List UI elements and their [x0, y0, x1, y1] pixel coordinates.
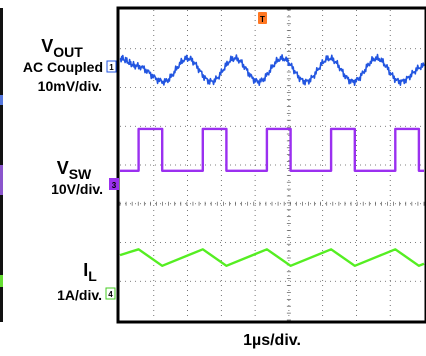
vout-trace [119, 53, 425, 86]
plot-frame [116, 6, 426, 324]
vout-scale-label: 10mV/div. [38, 78, 102, 94]
ch3-marker [109, 178, 119, 190]
svg-text:VSW: VSW [57, 158, 92, 182]
ch1-marker [106, 60, 117, 73]
ch3-marker-label: 3 [112, 181, 117, 190]
il-scale-label: 1A/div. [57, 287, 102, 303]
vout-label: VOUT AC Coupled 10mV/div. 1 [23, 36, 117, 94]
il-label: IL 1A/div. 4 [57, 260, 116, 303]
vsw-trace [120, 127, 424, 172]
svg-text:IL: IL [83, 260, 97, 284]
ch1-marker-label: 1 [109, 63, 114, 72]
trigger-label: T [260, 15, 265, 24]
grid [119, 9, 425, 321]
ch4-marker [105, 287, 116, 300]
il-label-main: I [83, 260, 88, 280]
vsw-label-main: V [57, 158, 69, 178]
il-label-sub: L [88, 268, 97, 284]
vsw-label: VSW 10V/div. 3 [51, 158, 119, 197]
vout-label-sub: OUT [53, 44, 83, 60]
vout-label-main: V [41, 36, 53, 56]
vsw-scale-label: 10V/div. [51, 181, 103, 197]
vsw-label-sub: SW [69, 166, 92, 182]
svg-text:VOUT: VOUT [41, 36, 83, 60]
trigger-marker: T [258, 12, 267, 24]
il-trace [119, 248, 425, 267]
left-edge-artifacts [0, 8, 3, 322]
traces [119, 53, 425, 267]
vout-coupling-label: AC Coupled [23, 59, 103, 75]
ch4-marker-label: 4 [108, 290, 113, 299]
x-axis-label: 1µs/div. [243, 332, 301, 349]
